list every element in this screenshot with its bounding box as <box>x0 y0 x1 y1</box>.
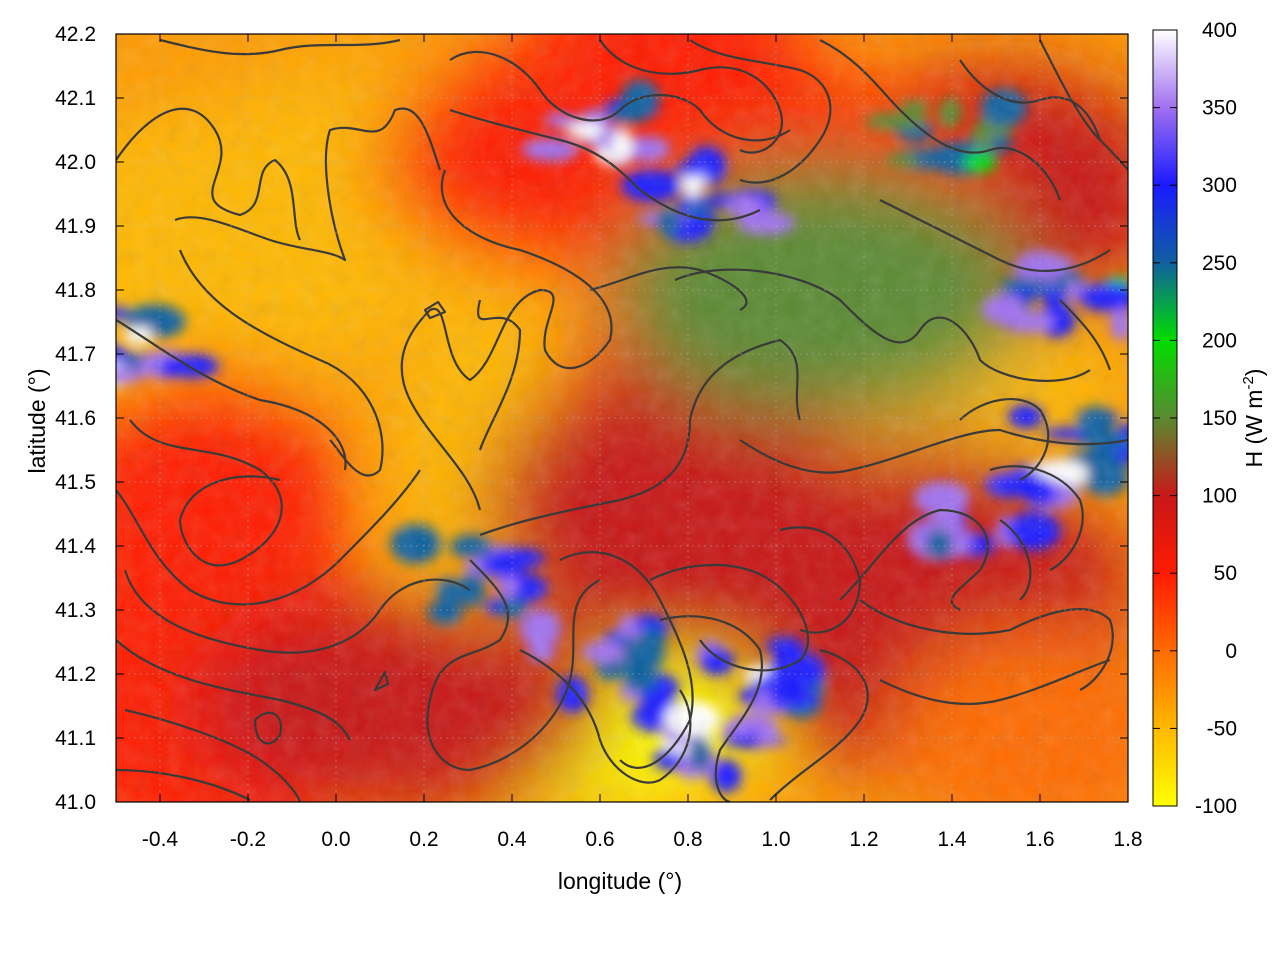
x-tick-label: 1.6 <box>1025 828 1054 851</box>
contour-line <box>689 39 832 184</box>
contour-line <box>879 199 1111 272</box>
colorbar: -100 -50 0 50 100 150 200 250 300 350 400 H (W m-2… <box>1152 19 1267 818</box>
contour-line <box>400 169 613 511</box>
contour-line <box>477 299 522 451</box>
colorbar-label: H (W m-2) <box>1240 369 1267 468</box>
colorbar-tick-label: 50 <box>1214 562 1237 585</box>
contour-line <box>116 107 302 241</box>
colorbar-tick-label: -100 <box>1195 795 1237 818</box>
contour-line <box>479 338 802 537</box>
colorbar-tick-label: 200 <box>1202 329 1237 352</box>
contour-line <box>769 648 869 801</box>
y-tick-label: 41.0 <box>55 791 96 814</box>
contour-line <box>253 711 283 745</box>
contour-line <box>174 107 442 262</box>
x-tick-label: 0.8 <box>673 828 702 851</box>
y-tick-label: 42.2 <box>55 23 96 46</box>
colorbar-tick-label: 250 <box>1202 252 1237 275</box>
contour-line <box>879 658 1111 706</box>
contour-line <box>1039 39 1128 171</box>
x-tick-label: 0.2 <box>409 828 438 851</box>
contour-line <box>116 319 347 471</box>
contour-line <box>659 615 763 802</box>
contour-line <box>649 563 810 672</box>
y-tick-label: 41.4 <box>55 535 96 558</box>
contour-line <box>589 266 748 311</box>
contour-line <box>159 38 401 56</box>
contour-line <box>423 300 447 320</box>
y-tick-label: 41.7 <box>55 343 96 366</box>
colorbar-tick-label: 150 <box>1202 407 1237 430</box>
colorbar-tick-label: 300 <box>1202 174 1237 197</box>
colorbar-tick-label: 100 <box>1202 485 1237 508</box>
contour-line <box>116 469 421 606</box>
contour-line <box>519 649 692 784</box>
y-tick-label: 41.6 <box>55 407 96 430</box>
y-tick-label: 41.1 <box>55 727 96 750</box>
contour-line <box>599 39 783 154</box>
x-tick-label: 0.6 <box>585 828 614 851</box>
x-tick-label: 0.0 <box>321 828 350 851</box>
y-tick-label: 41.3 <box>55 599 96 622</box>
y-tick-label: 42.1 <box>55 87 96 110</box>
contour-line <box>959 398 1050 481</box>
contour-line <box>123 569 471 654</box>
contour-line <box>116 768 251 801</box>
contour-line <box>449 108 761 222</box>
x-tick-label: 1.0 <box>761 828 790 851</box>
x-tick-label: 1.2 <box>849 828 878 851</box>
x-tick-label: -0.2 <box>230 828 266 851</box>
contour-line <box>674 268 1091 382</box>
y-tick-label: 41.8 <box>55 279 96 302</box>
contour-line <box>839 508 989 611</box>
contour-line <box>178 249 384 477</box>
contour-line <box>129 419 283 567</box>
colorbar-tick-label: -50 <box>1207 717 1237 740</box>
x-tick-label: 1.4 <box>937 828 967 851</box>
contour-line <box>989 465 1084 571</box>
colorbar-label-sup: -2 <box>1240 376 1257 389</box>
plot-area <box>65 34 1128 802</box>
colorbar-tick-label: 0 <box>1225 640 1237 663</box>
colorbar-label-text: H (W m <box>1241 390 1267 468</box>
x-axis-ticks: -0.4 -0.2 0.0 0.2 0.4 0.6 0.8 1.0 1.2 1.4 1.6 1.8 <box>142 34 1143 851</box>
contour-line <box>819 39 1062 201</box>
contour-line <box>116 639 351 741</box>
y-tick-label: 41.9 <box>55 215 96 238</box>
contour-line <box>449 50 791 142</box>
x-tick-label: 1.8 <box>1113 828 1142 851</box>
colorbar-ticks: -100 -50 0 50 100 150 200 250 300 350 400 <box>1153 19 1237 818</box>
colorbar-label-end: ) <box>1241 369 1267 377</box>
y-tick-label: 42.0 <box>55 151 96 174</box>
y-axis-ticks: 41.0 41.1 41.2 41.3 41.4 41.5 41.6 41.7 41.8 41.9… <box>55 23 1128 814</box>
x-tick-label: 0.4 <box>497 828 527 851</box>
y-tick-label: 41.2 <box>55 663 96 686</box>
colorbar-tick-label: 350 <box>1202 97 1237 120</box>
flux-patch <box>65 317 112 333</box>
contour-line <box>739 428 1128 474</box>
x-tick-label: -0.4 <box>142 828 179 851</box>
x-axis-label: longitude (°) <box>558 868 682 894</box>
terrain-contours <box>116 38 1128 802</box>
colorbar-tick-label: 400 <box>1202 19 1237 42</box>
contour-line <box>1059 299 1112 371</box>
contour-line <box>373 670 390 692</box>
y-axis-label: latitude (°) <box>24 368 50 473</box>
contour-line <box>859 599 1114 691</box>
y-tick-label: 41.5 <box>55 471 96 494</box>
contour-line <box>999 519 1032 601</box>
contour-line <box>426 559 601 772</box>
contour-line <box>559 551 694 769</box>
